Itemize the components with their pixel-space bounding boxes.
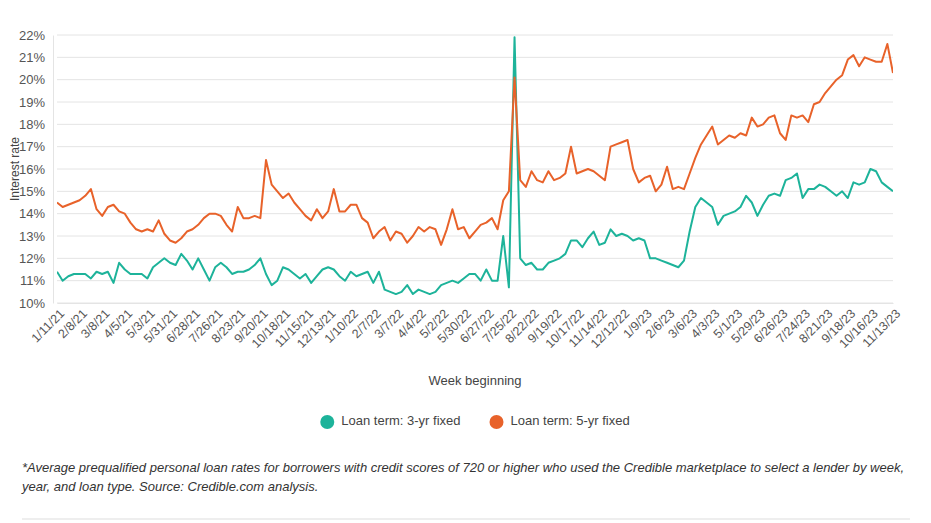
y-tick: 13% bbox=[19, 229, 53, 244]
y-tick-label: 14% bbox=[19, 206, 45, 221]
x-axis-title: Week beginning bbox=[429, 373, 522, 388]
y-tick-label: 19% bbox=[19, 95, 45, 110]
y-axis-line bbox=[53, 36, 54, 304]
x-tick-label: 11/13/23 bbox=[860, 307, 904, 351]
chart-area: 10%11%12%13%14%15%16%17%18%19%20%21%22%1… bbox=[0, 0, 931, 523]
y-tick: 15% bbox=[19, 184, 53, 199]
grid-line bbox=[57, 303, 893, 304]
y-tick: 14% bbox=[19, 206, 53, 221]
y-tick-label: 22% bbox=[19, 28, 45, 43]
y-tick-label: 20% bbox=[19, 72, 45, 87]
grid-line bbox=[57, 35, 893, 36]
bottom-rule bbox=[22, 519, 910, 520]
y-tick-label: 15% bbox=[19, 184, 45, 199]
grid-line bbox=[57, 146, 893, 147]
legend: Loan term: 3-yr fixed Loan term: 5-yr fix… bbox=[320, 413, 629, 429]
y-tick: 11% bbox=[20, 273, 53, 288]
y-tick: 22% bbox=[19, 28, 53, 43]
footnote-text: *Average prequalified personal loan rate… bbox=[22, 458, 922, 496]
y-tick: 17% bbox=[19, 139, 53, 154]
grid-line bbox=[57, 124, 893, 125]
grid-line bbox=[57, 280, 893, 281]
y-tick: 16% bbox=[19, 162, 53, 177]
y-tick: 12% bbox=[19, 251, 53, 266]
grid bbox=[57, 35, 893, 303]
chart-container: 10%11%12%13%14%15%16%17%18%19%20%21%22%1… bbox=[0, 0, 931, 523]
grid-line bbox=[57, 79, 893, 80]
y-axis-title: Interest rate bbox=[8, 137, 22, 201]
grid-line bbox=[57, 213, 893, 214]
legend-item: Loan term: 5-yr fixed bbox=[490, 413, 630, 429]
x-axis: 1/11/212/8/213/8/214/5/215/3/215/31/216/… bbox=[29, 303, 904, 351]
footnote: *Average prequalified personal loan rate… bbox=[22, 458, 922, 496]
y-tick: 10% bbox=[19, 296, 53, 311]
y-axis: 10% 11% 12% 13% 14% 15% 16% 17% 18% 19% 20% 21% 22% bbox=[19, 28, 54, 311]
series-line bbox=[57, 37, 893, 294]
y-tick: 21% bbox=[19, 50, 53, 65]
grid-line bbox=[57, 169, 893, 170]
grid-line bbox=[57, 191, 893, 192]
y-tick: 18% bbox=[19, 117, 53, 132]
y-tick-label: 18% bbox=[19, 117, 45, 132]
grid-line bbox=[57, 102, 893, 103]
y-tick-label: 17% bbox=[19, 139, 45, 154]
y-tick-label: 16% bbox=[19, 162, 45, 177]
y-tick: 20% bbox=[19, 72, 53, 87]
lines bbox=[57, 37, 893, 294]
y-tick: 19% bbox=[19, 95, 53, 110]
x-tick: 11/13/23 bbox=[860, 303, 904, 350]
y-tick-label: 11% bbox=[20, 273, 45, 288]
grid-line bbox=[57, 258, 893, 259]
y-tick-label: 21% bbox=[19, 50, 45, 65]
legend-swatch bbox=[320, 415, 334, 429]
legend-item: Loan term: 3-yr fixed bbox=[320, 413, 460, 429]
y-tick-label: 13% bbox=[19, 229, 45, 244]
series-line bbox=[57, 44, 893, 245]
legend-label: Loan term: 5-yr fixed bbox=[511, 413, 630, 428]
y-tick-label: 10% bbox=[19, 296, 45, 311]
chart-svg: 10%11%12%13%14%15%16%17%18%19%20%21%22%1… bbox=[0, 0, 931, 523]
legend-swatch bbox=[490, 415, 504, 429]
x-axis-line bbox=[58, 303, 894, 304]
legend-label: Loan term: 3-yr fixed bbox=[341, 413, 460, 428]
grid-line bbox=[57, 57, 893, 58]
y-tick-label: 12% bbox=[19, 251, 45, 266]
